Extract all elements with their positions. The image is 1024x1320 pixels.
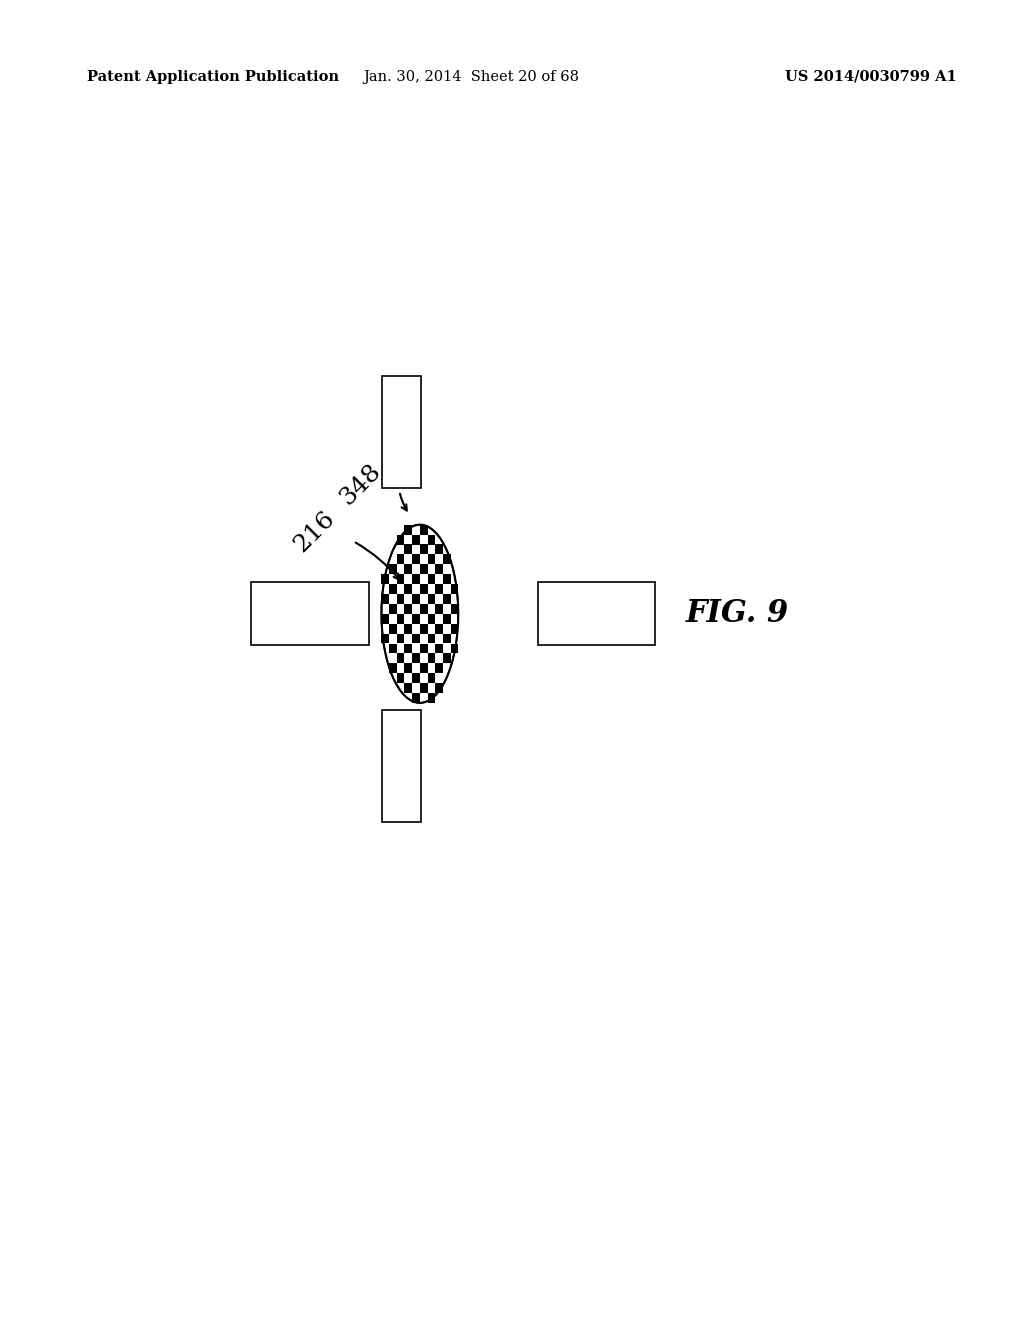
Bar — [397, 594, 404, 605]
Text: Jan. 30, 2014  Sheet 20 of 68: Jan. 30, 2014 Sheet 20 of 68 — [364, 70, 579, 83]
Bar — [389, 565, 397, 574]
Bar — [428, 594, 435, 605]
Bar — [442, 554, 451, 565]
Bar — [381, 594, 389, 605]
Text: FIG. 9: FIG. 9 — [686, 598, 788, 630]
Bar — [435, 605, 442, 614]
Bar — [420, 544, 428, 554]
Bar — [412, 693, 420, 702]
Bar — [451, 644, 459, 653]
Bar — [428, 693, 435, 702]
Bar — [381, 634, 389, 643]
Bar — [435, 663, 442, 673]
Bar — [412, 594, 420, 605]
Bar — [397, 554, 404, 565]
Bar — [451, 624, 459, 634]
Bar — [420, 684, 428, 693]
Bar — [412, 574, 420, 583]
Bar — [538, 582, 655, 645]
Bar — [428, 653, 435, 663]
Bar — [428, 614, 435, 623]
Bar — [389, 605, 397, 614]
Bar — [381, 614, 389, 623]
Bar — [412, 673, 420, 682]
Bar — [420, 663, 428, 673]
Bar — [397, 634, 404, 643]
Bar — [382, 710, 421, 822]
Bar — [442, 574, 451, 583]
Bar — [397, 574, 404, 583]
Bar — [428, 535, 435, 544]
Bar — [420, 624, 428, 634]
Bar — [412, 535, 420, 544]
Bar — [435, 624, 442, 634]
Bar — [389, 624, 397, 634]
Bar — [404, 544, 412, 554]
Bar — [435, 583, 442, 594]
Bar — [404, 663, 412, 673]
Bar — [420, 644, 428, 653]
Bar — [412, 554, 420, 565]
Bar — [404, 624, 412, 634]
Bar — [412, 653, 420, 663]
Bar — [442, 594, 451, 605]
Bar — [428, 673, 435, 682]
Bar — [389, 663, 397, 673]
Bar — [420, 583, 428, 594]
Bar — [451, 583, 459, 594]
Bar — [404, 583, 412, 594]
Bar — [420, 565, 428, 574]
Bar — [404, 565, 412, 574]
Bar — [412, 614, 420, 623]
Bar — [435, 565, 442, 574]
Bar — [404, 684, 412, 693]
Bar — [389, 583, 397, 594]
Text: 216: 216 — [290, 507, 339, 557]
Bar — [381, 574, 389, 583]
Bar — [435, 644, 442, 653]
Bar — [397, 653, 404, 663]
Bar — [412, 634, 420, 643]
Bar — [420, 605, 428, 614]
Bar — [435, 544, 442, 554]
Bar — [420, 525, 428, 535]
Text: 348: 348 — [336, 459, 385, 510]
Bar — [251, 582, 369, 645]
Text: US 2014/0030799 A1: US 2014/0030799 A1 — [784, 70, 956, 83]
Bar — [442, 634, 451, 643]
Bar — [404, 605, 412, 614]
Bar — [442, 614, 451, 623]
Bar — [397, 535, 404, 544]
Bar — [397, 673, 404, 682]
Bar — [397, 614, 404, 623]
Bar — [404, 525, 412, 535]
Bar — [442, 653, 451, 663]
Bar — [428, 554, 435, 565]
Bar — [404, 644, 412, 653]
Ellipse shape — [381, 524, 459, 702]
Bar — [451, 605, 459, 614]
Bar — [428, 574, 435, 583]
Bar — [435, 684, 442, 693]
Bar — [382, 376, 421, 488]
Bar — [428, 634, 435, 643]
Bar — [389, 644, 397, 653]
Text: Patent Application Publication: Patent Application Publication — [87, 70, 339, 83]
